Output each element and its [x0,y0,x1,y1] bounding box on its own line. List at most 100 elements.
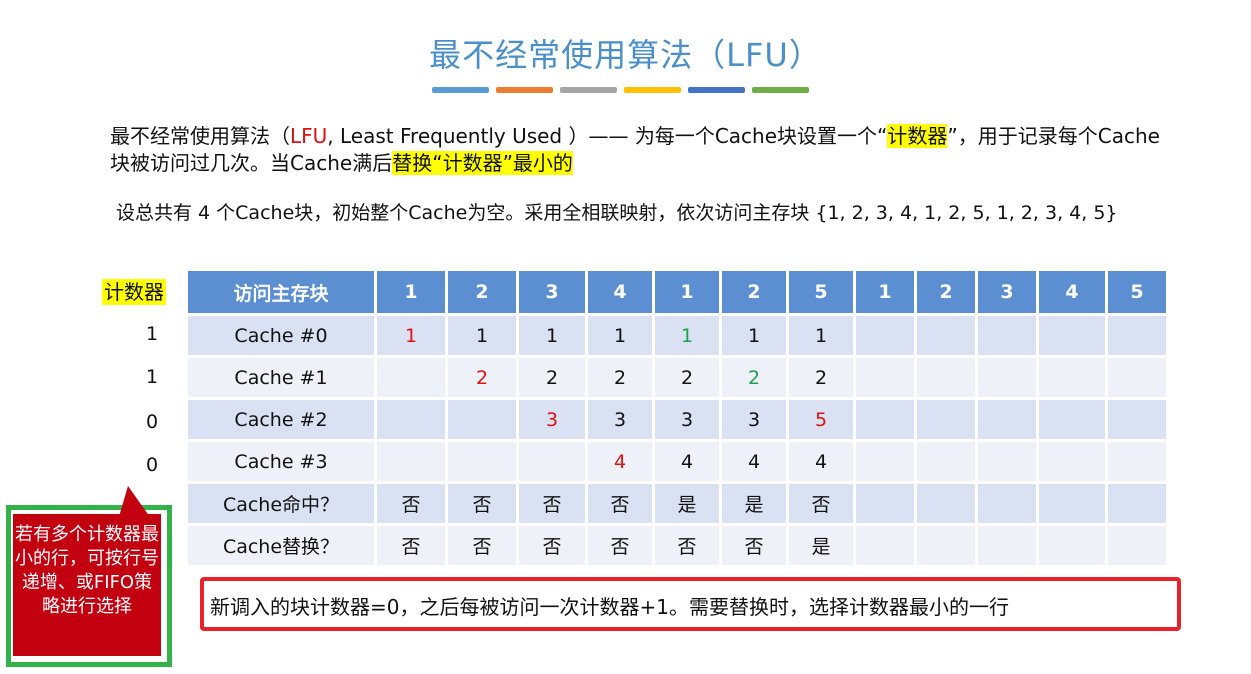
access-block: 5 [789,271,853,313]
deco-bar [496,87,553,93]
table-cell [917,484,975,523]
table-cell [917,400,975,439]
table-cell [377,442,445,481]
tie-break-callout: 若有多个计数器最小的行，可按行号递增、或FIFO策略进行选择 [13,514,161,656]
table-cell [917,358,975,397]
row-label: Cache替换？ [188,526,374,565]
table-cell: 2 [448,358,516,397]
table-cell [856,526,914,565]
table-cell [377,358,445,397]
table-cell: 4 [655,442,719,481]
table-cell: 否 [519,484,585,523]
row-label: Cache命中？ [188,484,374,523]
table-cell: 1 [448,316,516,355]
table-cell [917,442,975,481]
table-row: Cache #3 4 4 4 4 [188,442,1166,481]
deco-bar [560,87,617,93]
table-cell [1039,400,1105,439]
table-cell [377,400,445,439]
access-block: 3 [978,271,1036,313]
table-cell [978,400,1036,439]
table-cell: 否 [448,526,516,565]
deco-bar [624,87,681,93]
counter-highlight: 计数器 [887,124,948,148]
table-cell: 5 [789,400,853,439]
table-cell [978,526,1036,565]
table-cell: 3 [655,400,719,439]
page-title: 最不经常使用算法（LFU） [429,36,822,74]
table-cell [1108,316,1166,355]
table-cell: 否 [588,526,652,565]
table-cell: 否 [655,526,719,565]
table-cell: 2 [588,358,652,397]
table-row: Cache命中？ 否 否 否 否 是 是 否 [188,484,1166,523]
table-cell: 3 [722,400,786,439]
counter-value: 1 [146,323,159,345]
table-cell [519,442,585,481]
table-row: Cache替换？ 否 否 否 否 否 否 是 [188,526,1166,565]
table-row: Cache #2 3 3 3 3 5 [188,400,1166,439]
table-cell: 否 [588,484,652,523]
table-cell [978,358,1036,397]
table-cell [1039,316,1105,355]
deco-bar [688,87,745,93]
deco-bar [752,87,809,93]
definition-paragraph: 最不经常使用算法（LFU, Least Frequently Used ）—— … [110,123,1170,177]
table-cell [856,484,914,523]
table-cell [856,316,914,355]
table-row: Cache #1 2 2 2 2 2 2 [188,358,1166,397]
lfu-abbrev: LFU [290,124,328,148]
table-cell: 是 [789,526,853,565]
table-cell: 2 [789,358,853,397]
table-cell: 2 [519,358,585,397]
header-row: 访问主存块 1 2 3 4 1 2 5 1 2 3 4 5 [188,271,1166,313]
counter-label: 计数器 [102,279,166,305]
table-cell [1108,400,1166,439]
table-cell [1039,358,1105,397]
definition-text: , Least Frequently Used ）—— 为每一个Cache块设置… [327,124,888,148]
table-cell: 1 [655,316,719,355]
table-cell: 1 [377,316,445,355]
table-cell: 是 [655,484,719,523]
table-cell: 1 [588,316,652,355]
access-block: 2 [917,271,975,313]
table-cell: 2 [722,358,786,397]
access-block: 4 [588,271,652,313]
table-cell [1108,484,1166,523]
table-cell: 否 [377,484,445,523]
counter-value: 0 [146,411,159,433]
rule-note-box: 新调入的块计数器=0，之后每被访问一次计数器+1。需要替换时，选择计数器最小的一… [200,577,1181,631]
table-cell: 4 [789,442,853,481]
table-cell [1108,442,1166,481]
lfu-table: 访问主存块 1 2 3 4 1 2 5 1 2 3 4 5 Cache #0 1… [185,268,1169,568]
title-decoration [432,87,809,93]
table-cell: 否 [448,484,516,523]
table-cell [448,400,516,439]
table-cell [917,526,975,565]
table-cell: 否 [789,484,853,523]
table-cell [917,316,975,355]
table-cell [856,358,914,397]
table-cell [1039,484,1105,523]
table-cell: 是 [722,484,786,523]
table-cell [856,400,914,439]
table-cell: 3 [588,400,652,439]
row-label: Cache #2 [188,400,374,439]
table-cell [856,442,914,481]
rule-note-text: 新调入的块计数器=0，之后每被访问一次计数器+1。需要替换时，选择计数器最小的一… [210,595,1009,619]
table-cell: 2 [655,358,719,397]
table-cell [1039,526,1105,565]
row-label: Cache #1 [188,358,374,397]
table-row: Cache #0 1 1 1 1 1 1 1 [188,316,1166,355]
counter-value: 0 [146,454,159,476]
table-cell [978,484,1036,523]
table-cell [1108,526,1166,565]
access-block: 3 [519,271,585,313]
deco-bar [432,87,489,93]
table-cell [978,316,1036,355]
table-cell: 1 [789,316,853,355]
access-block: 1 [377,271,445,313]
table-cell: 3 [519,400,585,439]
table-cell [1108,358,1166,397]
access-block: 1 [655,271,719,313]
